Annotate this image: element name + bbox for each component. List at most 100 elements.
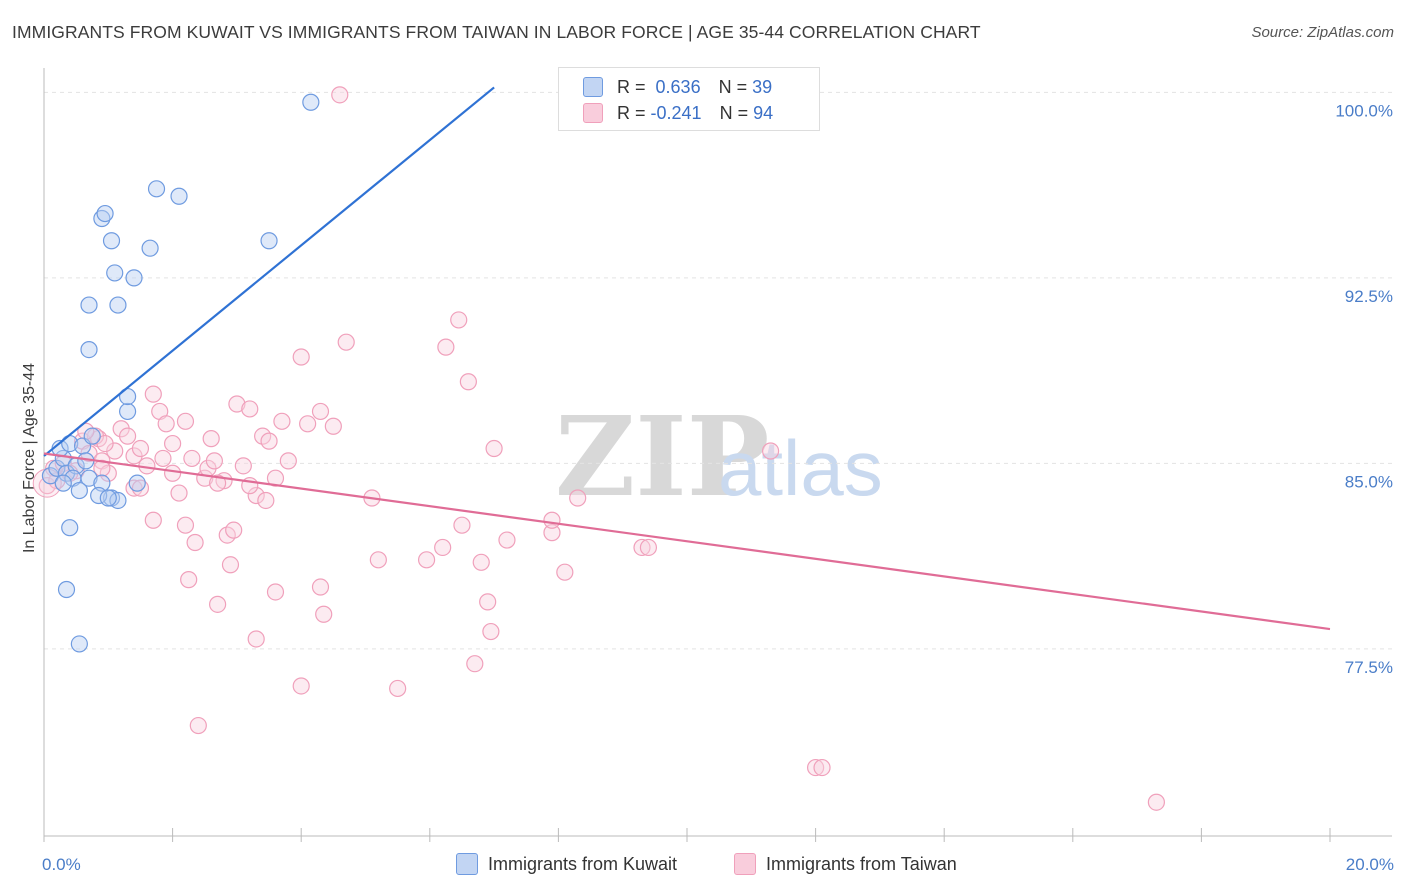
- kuwait-point: [302, 93, 320, 111]
- taiwan-legend-label: Immigrants from Taiwan: [766, 853, 957, 874]
- taiwan-point: [157, 415, 175, 433]
- taiwan-point: [241, 400, 259, 418]
- taiwan-point: [543, 511, 561, 529]
- taiwan-point: [176, 516, 195, 534]
- taiwan-point: [180, 571, 198, 589]
- taiwan-point: [292, 677, 310, 695]
- taiwan-point: [125, 479, 143, 497]
- watermark-atlas: atlas: [718, 424, 883, 512]
- taiwan-point: [170, 484, 188, 502]
- kuwait-point: [83, 427, 101, 445]
- legend-r-label: R =: [617, 102, 646, 123]
- stats-legend: R = 0.636 N = 39 R = -0.241 N = 94: [558, 67, 820, 131]
- taiwan-point: [543, 524, 561, 542]
- taiwan-point: [315, 605, 333, 623]
- kuwait-r-value: 0.636: [655, 76, 701, 97]
- kuwait-point: [96, 204, 114, 223]
- taiwan-legend-icon: [734, 853, 756, 875]
- taiwan-point: [479, 593, 497, 611]
- taiwan-point: [228, 395, 246, 413]
- kuwait-point: [61, 519, 79, 537]
- kuwait-point: [118, 402, 137, 421]
- kuwait-point: [70, 635, 88, 653]
- taiwan-point: [189, 716, 207, 735]
- kuwait-points: [41, 81, 683, 653]
- taiwan-point: [417, 551, 436, 569]
- taiwan-point: [266, 583, 285, 601]
- tick-labels: 100.0% 92.5% 85.0% 77.5% 0.0% 20.0%: [42, 101, 1394, 874]
- taiwan-point: [485, 439, 503, 458]
- taiwan-point: [337, 333, 355, 351]
- legend-row-taiwan: R = -0.241 N = 94: [583, 101, 773, 125]
- taiwan-point: [202, 430, 220, 448]
- taiwan-point: [556, 563, 574, 581]
- taiwan-point: [324, 417, 342, 435]
- kuwait-point: [57, 580, 76, 599]
- taiwan-point: [761, 442, 780, 460]
- taiwan-point: [154, 449, 172, 468]
- kuwait-point: [80, 340, 98, 359]
- taiwan-point: [144, 511, 162, 529]
- kuwait-point: [70, 481, 88, 500]
- taiwan-point: [813, 758, 831, 777]
- kuwait-n-value: 39: [752, 76, 773, 97]
- taiwan-point: [279, 452, 297, 470]
- taiwan-point: [257, 491, 275, 510]
- taiwan-point: [260, 432, 278, 450]
- kuwait-point: [48, 459, 66, 477]
- kuwait-point: [147, 180, 166, 198]
- taiwan-point: [311, 578, 330, 596]
- bottom-legend-taiwan: Immigrants from Taiwan: [734, 852, 957, 876]
- taiwan-point: [633, 538, 651, 557]
- kuwait-point: [141, 239, 159, 257]
- legend-n-label: N =: [718, 76, 748, 97]
- taiwan-point: [311, 402, 330, 421]
- axes: [43, 68, 1392, 842]
- taiwan-point: [176, 412, 195, 430]
- taiwan-point: [164, 464, 182, 482]
- taiwan-point: [118, 427, 137, 445]
- taiwan-point: [247, 630, 265, 648]
- taiwan-point: [437, 338, 455, 356]
- taiwan-point: [453, 516, 471, 534]
- taiwan-point: [131, 439, 150, 458]
- taiwan-point: [221, 556, 240, 574]
- kuwait-legend-label: Immigrants from Kuwait: [488, 853, 678, 874]
- kuwait-point: [170, 187, 188, 205]
- legend-n-label: N =: [719, 102, 749, 123]
- taiwan-point: [1147, 793, 1165, 811]
- y-tick-label: 77.5%: [1345, 658, 1393, 677]
- taiwan-point: [292, 348, 310, 366]
- taiwan-point: [331, 86, 349, 104]
- watermark: ZIP atlas: [555, 392, 883, 521]
- taiwan-point: [273, 412, 291, 430]
- taiwan-point: [186, 533, 204, 552]
- taiwan-point: [459, 373, 477, 391]
- taiwan-point: [639, 538, 658, 557]
- watermark-zip: ZIP: [555, 392, 769, 521]
- taiwan-point: [164, 434, 182, 453]
- taiwan-trend-line: [43, 452, 1331, 631]
- taiwan-point: [498, 531, 516, 549]
- kuwait-point: [54, 474, 72, 492]
- kuwait-trend-line: [43, 86, 495, 457]
- y-tick-label: 100.0%: [1335, 101, 1393, 120]
- kuwait-point: [260, 232, 278, 250]
- x-tick-label: 0.0%: [42, 855, 81, 874]
- taiwan-point: [144, 385, 162, 403]
- y-tick-label: 85.0%: [1345, 472, 1393, 491]
- taiwan-r-value: -0.241: [650, 102, 702, 123]
- taiwan-point: [806, 758, 825, 777]
- taiwan-point: [183, 449, 201, 468]
- kuwait-point: [80, 296, 98, 314]
- taiwan-n-value: 94: [753, 102, 774, 123]
- kuwait-legend-icon: [456, 853, 478, 875]
- taiwan-swatch-icon: [583, 103, 603, 123]
- taiwan-point: [247, 486, 265, 505]
- taiwan-point: [266, 469, 285, 487]
- bottom-legend-kuwait: Immigrants from Kuwait: [456, 852, 677, 876]
- taiwan-point: [234, 457, 252, 475]
- x-tick-label: 20.0%: [1346, 855, 1394, 874]
- taiwan-point: [389, 679, 407, 698]
